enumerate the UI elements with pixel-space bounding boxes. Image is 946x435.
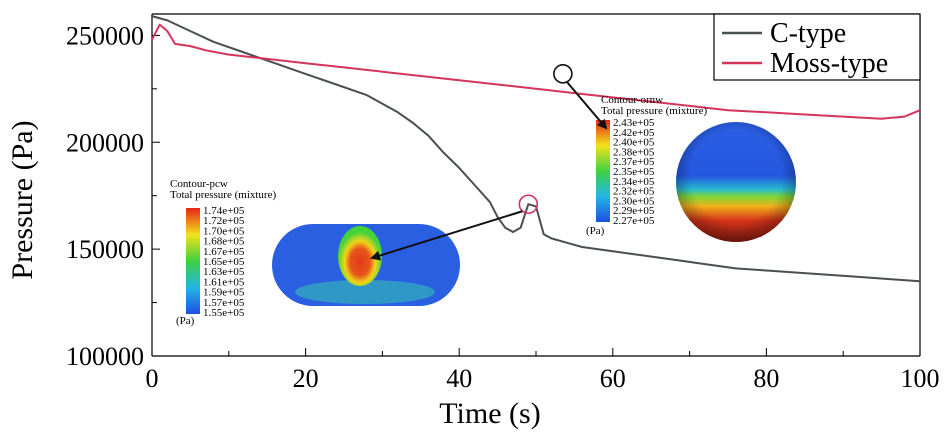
marker-circle-moss-type bbox=[553, 64, 573, 84]
colorbar-level-label: 1.57e+05 bbox=[203, 297, 245, 309]
y-tick-label: 200000 bbox=[66, 128, 144, 157]
sphere-shading bbox=[676, 122, 796, 242]
colorbar-pcw bbox=[186, 208, 200, 314]
colorbar-ornw-unit: (Pa) bbox=[586, 225, 605, 237]
colorbar-level-label: 1.68e+05 bbox=[203, 236, 245, 248]
capsule-lower-band bbox=[295, 280, 435, 304]
x-tick-label: 40 bbox=[446, 364, 472, 393]
x-tick-label: 20 bbox=[293, 364, 319, 393]
legend-box bbox=[713, 13, 921, 81]
colorbar-level-label: 1.55e+05 bbox=[203, 307, 245, 319]
axis-ticks: 0 20 40 60 80 100 100000 150000 200000 250000 bbox=[66, 21, 940, 393]
capsule-hotspot bbox=[338, 226, 382, 286]
arrow-to-sphere bbox=[566, 81, 608, 130]
colorbar-level-label: 1.61e+05 bbox=[203, 276, 245, 288]
colorbar-level-label: 2.42e+05 bbox=[613, 127, 655, 139]
colorbar-level-label: 2.37e+05 bbox=[613, 156, 655, 168]
annotation-capsule: Contour-pcw Total pressure (mixture) (Pa… bbox=[170, 178, 460, 327]
colorbar-pcw-unit: (Pa) bbox=[176, 315, 195, 327]
legend-label-c-type: C-type bbox=[770, 18, 846, 49]
colorbar-ornw-subtitle: Total pressure (mixture) bbox=[601, 105, 707, 117]
x-tick-label: 0 bbox=[146, 364, 159, 393]
colorbar-level-label: 2.43e+05 bbox=[613, 117, 655, 129]
y-tick-label: 250000 bbox=[66, 21, 144, 50]
colorbar-pcw-subtitle: Total pressure (mixture) bbox=[170, 189, 276, 201]
colorbar-level-label: 1.65e+05 bbox=[203, 256, 245, 268]
marker-circle-c-type bbox=[518, 194, 539, 215]
colorbar-level-label: 2.38e+05 bbox=[613, 146, 655, 158]
y-tick-label: 100000 bbox=[66, 342, 144, 371]
legend-label-moss-type: Moss-type bbox=[770, 48, 888, 79]
series-line-moss-type bbox=[151, 23, 921, 120]
colorbar-ornw-title: Contour-ornw bbox=[601, 94, 663, 106]
colorbar-level-label: 2.29e+05 bbox=[613, 205, 655, 217]
colorbar-level-label: 2.40e+05 bbox=[613, 137, 655, 149]
series-line-c-type bbox=[151, 15, 921, 283]
colorbar-level-label: 1.63e+05 bbox=[203, 266, 245, 278]
colorbar-level-label: 1.72e+05 bbox=[203, 215, 245, 227]
y-tick-label: 150000 bbox=[66, 235, 144, 264]
legend: C-type Moss-type bbox=[713, 13, 921, 81]
colorbar-ornw-labels: 2.43e+052.42e+052.40e+052.38e+052.37e+05… bbox=[613, 117, 655, 227]
annotation-sphere: Contour-ornw Total pressure (mixture) (P… bbox=[586, 94, 796, 242]
colorbar-level-label: 2.27e+05 bbox=[613, 215, 655, 227]
y-axis-title: Pressure (Pa) bbox=[6, 120, 39, 279]
colorbar-level-label: 2.30e+05 bbox=[613, 195, 655, 207]
annotation-markers bbox=[370, 64, 608, 261]
colorbar-level-label: 2.32e+05 bbox=[613, 186, 655, 198]
x-tick-label: 80 bbox=[753, 364, 779, 393]
colorbar-level-label: 2.34e+05 bbox=[613, 176, 655, 188]
x-tick-label: 100 bbox=[901, 364, 940, 393]
colorbar-pcw-title: Contour-pcw bbox=[170, 178, 228, 190]
colorbar-pcw-labels: 1.74e+051.72e+051.70e+051.68e+051.67e+05… bbox=[203, 205, 245, 319]
colorbar-level-label: 1.67e+05 bbox=[203, 246, 245, 258]
colorbar-level-label: 1.59e+05 bbox=[203, 287, 245, 299]
x-tick-label: 60 bbox=[600, 364, 626, 393]
colorbar-level-label: 1.74e+05 bbox=[203, 205, 245, 217]
arrow-to-capsule bbox=[370, 210, 523, 261]
colorbar-ornw bbox=[596, 120, 610, 222]
colorbar-level-label: 2.35e+05 bbox=[613, 166, 655, 178]
x-axis-title: Time (s) bbox=[439, 397, 540, 430]
series-layer bbox=[151, 15, 921, 283]
colorbar-level-label: 1.70e+05 bbox=[203, 225, 245, 237]
